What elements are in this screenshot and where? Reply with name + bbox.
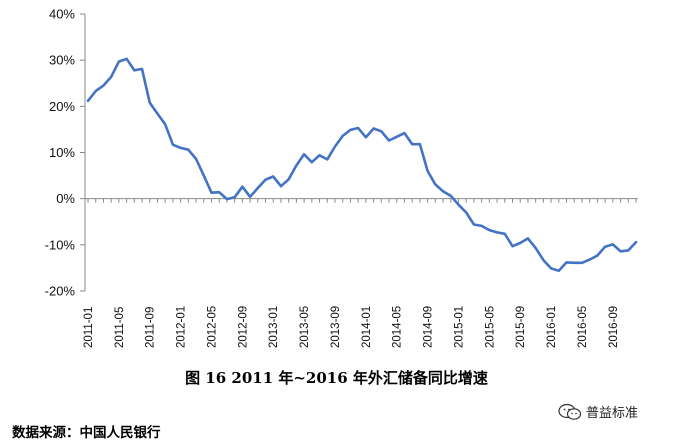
- x-tick-label: 2013-05: [299, 306, 311, 348]
- x-tick-label: 2014-01: [361, 306, 373, 348]
- data-source: 数据来源：中国人民银行: [12, 425, 161, 441]
- y-tick-label: -10%: [45, 237, 76, 252]
- x-tick-label: 2014-09: [423, 306, 435, 348]
- x-tick-label: 2015-09: [515, 306, 527, 348]
- x-tick-label: 2016-05: [577, 306, 589, 348]
- chart-axes: [84, 14, 638, 291]
- y-tick-label: -20%: [45, 284, 76, 299]
- wechat-icon: [558, 403, 582, 420]
- y-tick-label: 40%: [49, 7, 75, 22]
- x-tick-label: 2013-01: [268, 306, 280, 348]
- x-tick-label: 2011-05: [114, 307, 126, 348]
- y-tick-label: 10%: [49, 145, 75, 160]
- y-axis-ticks: 40% 30% 20% 10% 0% -10% -20%: [45, 7, 85, 299]
- x-tick-label: 2015-05: [484, 306, 496, 348]
- line-chart: 40%30%20%10%0%-10%-20% 2011-01 2011-05 201…: [45, 7, 638, 348]
- x-tick-label: 2015-01: [453, 306, 465, 348]
- chart-caption: 图 16 2011 年~2016 年外汇储备同比增速: [185, 369, 488, 387]
- x-tick-label: 2014-05: [392, 306, 404, 348]
- series-group: [86, 57, 638, 273]
- x-tick-label: 2012-05: [206, 306, 218, 348]
- x-tick-label: 2012-01: [176, 306, 188, 348]
- y-tick-label: 30%: [49, 53, 75, 68]
- series-line: [86, 57, 638, 273]
- x-axis-ticks: 2011-01 2011-05 2011-09 2012-01 2012-05 2012-…: [83, 198, 637, 348]
- x-tick-label: 2011-01: [83, 307, 95, 348]
- x-tick-label: 2012-09: [237, 306, 249, 348]
- y-tick-label: 0%: [56, 191, 75, 206]
- x-tick-label: 2013-09: [330, 306, 342, 348]
- x-tick-label: 2016-09: [608, 306, 620, 348]
- x-tick-label: 2016-01: [546, 306, 558, 348]
- x-tick-label: 2011-09: [145, 307, 157, 348]
- y-tick-label: 20%: [49, 99, 75, 114]
- watermark: 普益标准: [558, 402, 638, 421]
- watermark-text: 普益标准: [586, 406, 639, 421]
